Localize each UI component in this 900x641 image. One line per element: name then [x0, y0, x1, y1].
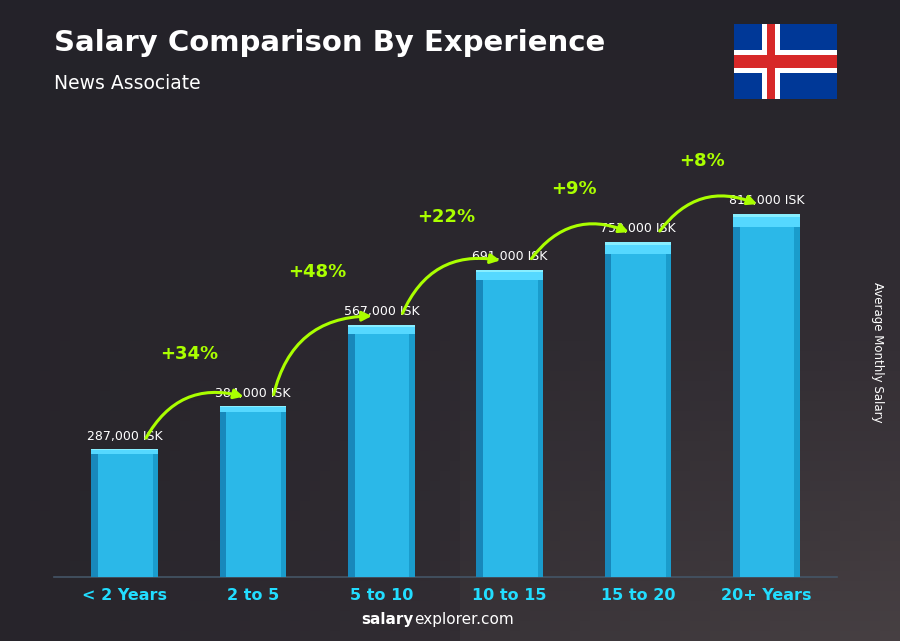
- Bar: [91, 449, 158, 450]
- Bar: [733, 214, 800, 577]
- Text: News Associate: News Associate: [54, 74, 201, 93]
- Text: 384,000 ISK: 384,000 ISK: [215, 387, 291, 399]
- Bar: [220, 406, 286, 577]
- Bar: [476, 270, 543, 280]
- Bar: [348, 325, 415, 577]
- Bar: [734, 50, 837, 73]
- Text: +8%: +8%: [680, 153, 725, 171]
- Text: 816,000 ISK: 816,000 ISK: [729, 194, 805, 208]
- Bar: [476, 270, 483, 577]
- Bar: [762, 24, 779, 99]
- Bar: [410, 325, 415, 577]
- Bar: [666, 242, 671, 577]
- Bar: [348, 325, 415, 333]
- Bar: [220, 406, 286, 412]
- Text: +48%: +48%: [288, 263, 346, 281]
- Bar: [605, 242, 671, 245]
- Bar: [91, 449, 158, 577]
- Text: +22%: +22%: [417, 208, 475, 226]
- Bar: [605, 242, 671, 254]
- Bar: [537, 270, 543, 577]
- Text: 567,000 ISK: 567,000 ISK: [344, 305, 419, 318]
- Bar: [348, 325, 355, 577]
- Bar: [220, 406, 286, 408]
- Text: Salary Comparison By Experience: Salary Comparison By Experience: [54, 29, 605, 57]
- Bar: [476, 270, 543, 272]
- Bar: [153, 449, 158, 577]
- Text: Average Monthly Salary: Average Monthly Salary: [871, 282, 884, 423]
- Text: salary: salary: [362, 612, 414, 627]
- Bar: [767, 24, 775, 99]
- Bar: [733, 214, 740, 577]
- Bar: [734, 55, 837, 68]
- Bar: [795, 214, 800, 577]
- Bar: [91, 449, 98, 577]
- Bar: [220, 406, 226, 577]
- Text: +9%: +9%: [552, 180, 597, 199]
- Text: +34%: +34%: [160, 344, 218, 363]
- Bar: [733, 214, 800, 227]
- Bar: [605, 242, 611, 577]
- Text: explorer.com: explorer.com: [414, 612, 514, 627]
- Bar: [348, 325, 415, 327]
- Bar: [281, 406, 286, 577]
- Bar: [91, 449, 158, 454]
- Text: 691,000 ISK: 691,000 ISK: [472, 250, 547, 263]
- Bar: [476, 270, 543, 577]
- Bar: [733, 214, 800, 217]
- Text: 753,000 ISK: 753,000 ISK: [600, 222, 676, 235]
- Bar: [605, 242, 671, 577]
- Text: 287,000 ISK: 287,000 ISK: [86, 429, 162, 443]
